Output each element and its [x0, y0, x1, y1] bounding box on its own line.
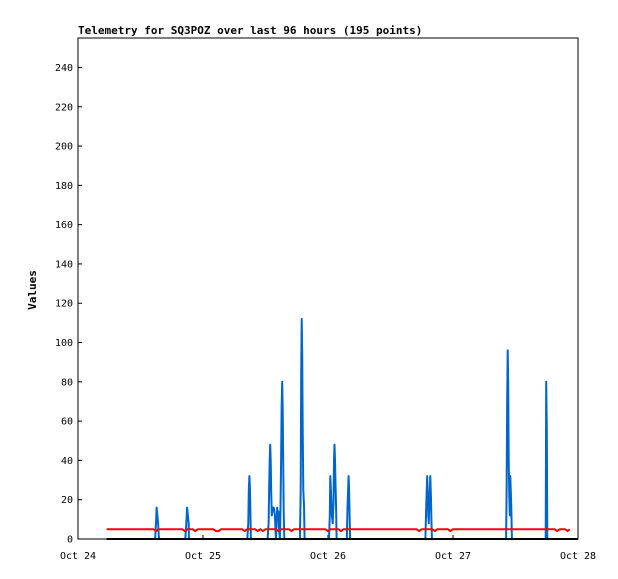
y-tick-label: 120	[55, 299, 73, 310]
y-tick-label: 0	[67, 535, 73, 546]
series-line-1	[106, 318, 578, 540]
x-tick-label: Oct 24	[60, 551, 96, 562]
series-line-2	[106, 528, 571, 533]
series-layer	[106, 318, 578, 540]
chart-title: Telemetry for SQ3POZ over last 96 hours …	[78, 24, 422, 37]
y-tick-label: 100	[55, 338, 73, 349]
y-tick-label: 180	[55, 181, 73, 192]
y-axis: 0 20 40 60 80 100 120 140 160 180 200 220 240	[55, 63, 82, 546]
x-tick-label: Oct 25	[185, 551, 221, 562]
y-tick-label: 60	[61, 417, 73, 428]
x-tick-label: Oct 26	[310, 551, 346, 562]
plot-frame	[77, 37, 579, 540]
y-tick-label: 200	[55, 142, 73, 153]
y-tick-label: 160	[55, 220, 73, 231]
y-tick-label: 20	[61, 495, 73, 506]
y-tick-label: 140	[55, 259, 73, 270]
x-tick-label: Oct 28	[560, 551, 596, 562]
y-axis-title: Values	[26, 270, 39, 310]
y-tick-label: 220	[55, 102, 73, 113]
y-tick-label: 40	[61, 456, 73, 467]
y-tick-label: 80	[61, 377, 73, 388]
x-tick-label: Oct 27	[435, 551, 471, 562]
y-tick-label: 240	[55, 63, 73, 74]
